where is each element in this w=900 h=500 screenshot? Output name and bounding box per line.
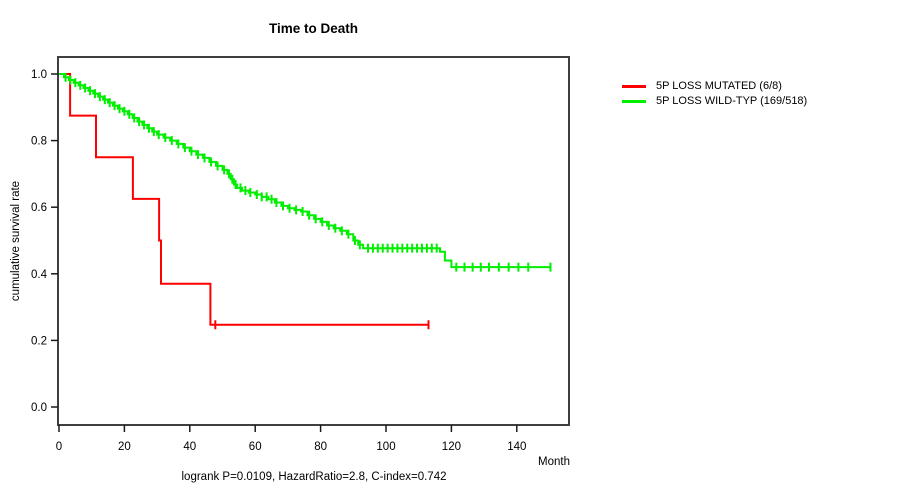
x-tick-label: 0	[56, 441, 62, 453]
legend-item-wildtype: 5P LOSS WILD-TYP (169/518)	[622, 95, 807, 107]
legend-label-mutated: 5P LOSS MUTATED (6/8)	[656, 80, 782, 92]
y-tick-label: 1.0	[31, 69, 47, 81]
y-tick-label: 0.2	[31, 335, 47, 347]
survival-curve-wildtype	[59, 73, 551, 269]
legend: 5P LOSS MUTATED (6/8) 5P LOSS WILD-TYP (…	[622, 80, 807, 107]
plot-box	[57, 56, 570, 426]
chart-title: Time to Death	[268, 21, 358, 36]
x-tick-label: 100	[376, 441, 395, 453]
x-tick-label: 20	[118, 441, 131, 453]
legend-item-mutated: 5P LOSS MUTATED (6/8)	[622, 80, 807, 92]
x-tick-label: 40	[183, 441, 196, 453]
mutated-line-swatch	[622, 84, 646, 88]
stats-caption: logrank P=0.0109, HazardRatio=2.8, C-ind…	[181, 471, 447, 483]
y-tick-label: 0.4	[31, 269, 48, 281]
survival-curve-mutated	[59, 73, 429, 326]
x-axis-label: Month	[538, 456, 570, 468]
x-tick-label: 80	[314, 441, 327, 453]
legend-label-wildtype: 5P LOSS WILD-TYP (169/518)	[656, 95, 808, 107]
y-tick-label: 0.8	[31, 136, 47, 148]
wildtype-line-swatch	[622, 99, 646, 103]
y-tick-label: 0.6	[31, 202, 47, 214]
x-tick-label: 140	[507, 441, 526, 453]
x-tick-label: 60	[249, 441, 262, 453]
y-tick-label: 0.0	[31, 402, 47, 414]
x-tick-label: 120	[442, 441, 461, 453]
